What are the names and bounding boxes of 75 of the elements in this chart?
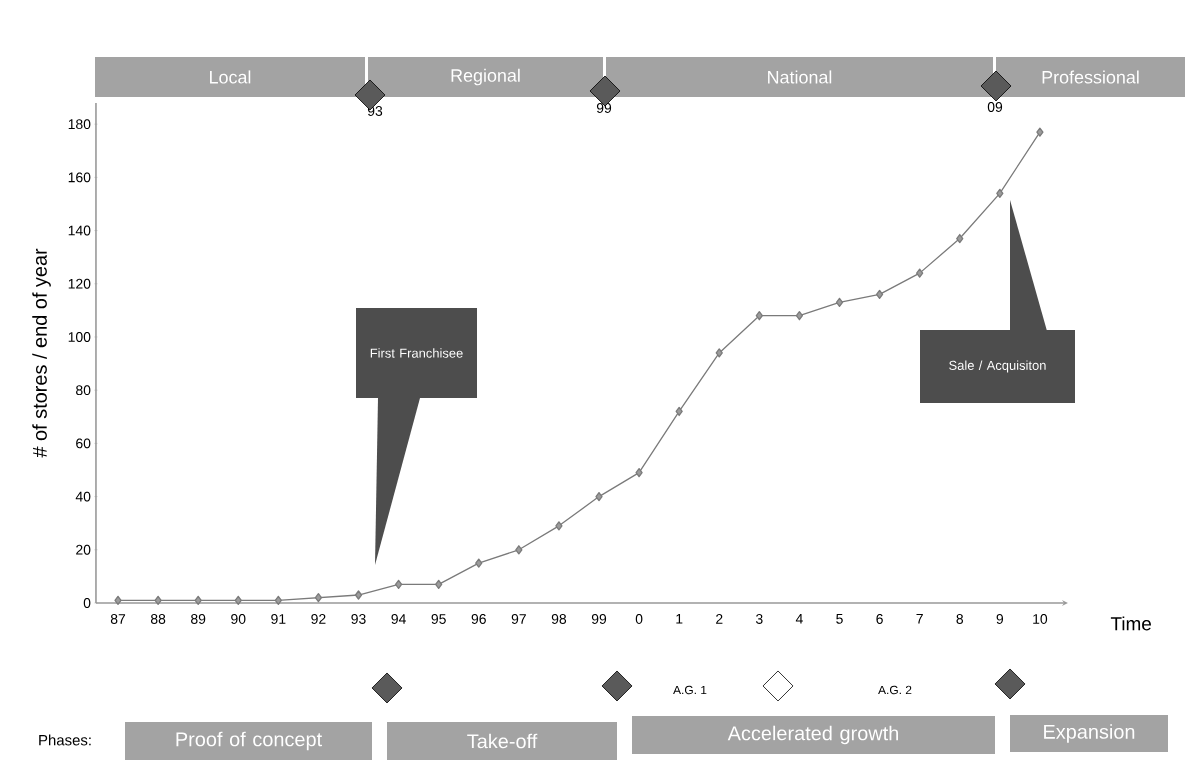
x-tick-label: 8 (956, 613, 964, 624)
text: Regional (451, 68, 520, 86)
point (555, 521, 563, 531)
point (194, 595, 202, 605)
point (515, 545, 523, 555)
x-tick-label: 0 (635, 613, 643, 624)
x-tick-label: 10 (1033, 613, 1048, 624)
point (234, 595, 242, 605)
x-tick-label: 91 (271, 613, 286, 624)
y-tick-label: 180 (68, 119, 91, 130)
x-tick-label: 93 (351, 613, 366, 624)
x-tick-label: 6 (876, 613, 883, 624)
x-tick-label: 99 (591, 613, 607, 624)
x-tick-label: 92 (311, 613, 326, 624)
text: Expansion (1044, 724, 1135, 743)
point (595, 491, 603, 502)
point (755, 311, 763, 321)
x-tick-label: 94 (391, 613, 406, 624)
y-axis-title: # of stores / end of year (32, 248, 51, 458)
y-tick-label: 0 (83, 598, 91, 608)
y-tick-label: 60 (76, 438, 91, 449)
text: Accelerated growth (727, 725, 899, 745)
point (795, 311, 804, 321)
annotation: First Franchisee (370, 348, 463, 358)
point (996, 188, 1004, 198)
y-tick-label: 100 (68, 332, 91, 342)
point (835, 297, 844, 308)
text: National (768, 70, 832, 84)
point (875, 289, 884, 300)
y-tick-label: 140 (68, 225, 91, 236)
x-tick-label: 89 (191, 613, 206, 624)
x-tick-label: 90 (231, 613, 246, 624)
x-axis-title: Time (1110, 616, 1151, 631)
point (956, 233, 964, 244)
point (635, 467, 643, 478)
text: Professional (1042, 70, 1139, 84)
x-tick-label: 5 (836, 614, 843, 624)
x-tick-label: 1 (676, 614, 683, 624)
y-tick-label: 80 (76, 385, 91, 396)
annotation: Sale / Acquisiton (949, 360, 1046, 373)
text: A.G. 1 (673, 685, 707, 695)
x-tick-label: 87 (110, 613, 126, 624)
text: Proof of concept (176, 731, 322, 751)
y-tick-label: 120 (68, 278, 91, 289)
point (114, 595, 122, 605)
x-tick-label: 96 (471, 613, 486, 624)
x-tick-label: 4 (795, 614, 803, 624)
point (354, 590, 363, 600)
point (394, 579, 403, 590)
y-tick-label: 160 (68, 172, 91, 183)
point (1036, 127, 1044, 137)
point (435, 579, 443, 590)
point (154, 595, 162, 605)
x-tick-label: 98 (551, 613, 567, 624)
point (274, 595, 282, 605)
y-tick-label: 40 (75, 491, 91, 502)
x-tick-label: 3 (755, 613, 763, 624)
x-tick-label: 9 (996, 613, 1004, 624)
annotation: 09 (987, 102, 1003, 112)
text: Phases: (39, 734, 91, 746)
point (715, 348, 723, 358)
annotation: 99 (596, 103, 612, 113)
point (314, 593, 323, 603)
point (916, 268, 924, 278)
text: A.G. 2 (878, 685, 912, 695)
x-tick-label: 97 (511, 613, 526, 624)
y-tick-label: 20 (76, 544, 91, 555)
point (475, 558, 483, 568)
text: Local (210, 70, 251, 84)
x-tick-label: 2 (716, 613, 723, 624)
point (675, 406, 683, 417)
x-tick-label: 95 (431, 613, 446, 624)
x-tick-label: 7 (916, 614, 923, 624)
text: Take-off (467, 733, 538, 749)
x-tick-label: 88 (150, 613, 166, 624)
